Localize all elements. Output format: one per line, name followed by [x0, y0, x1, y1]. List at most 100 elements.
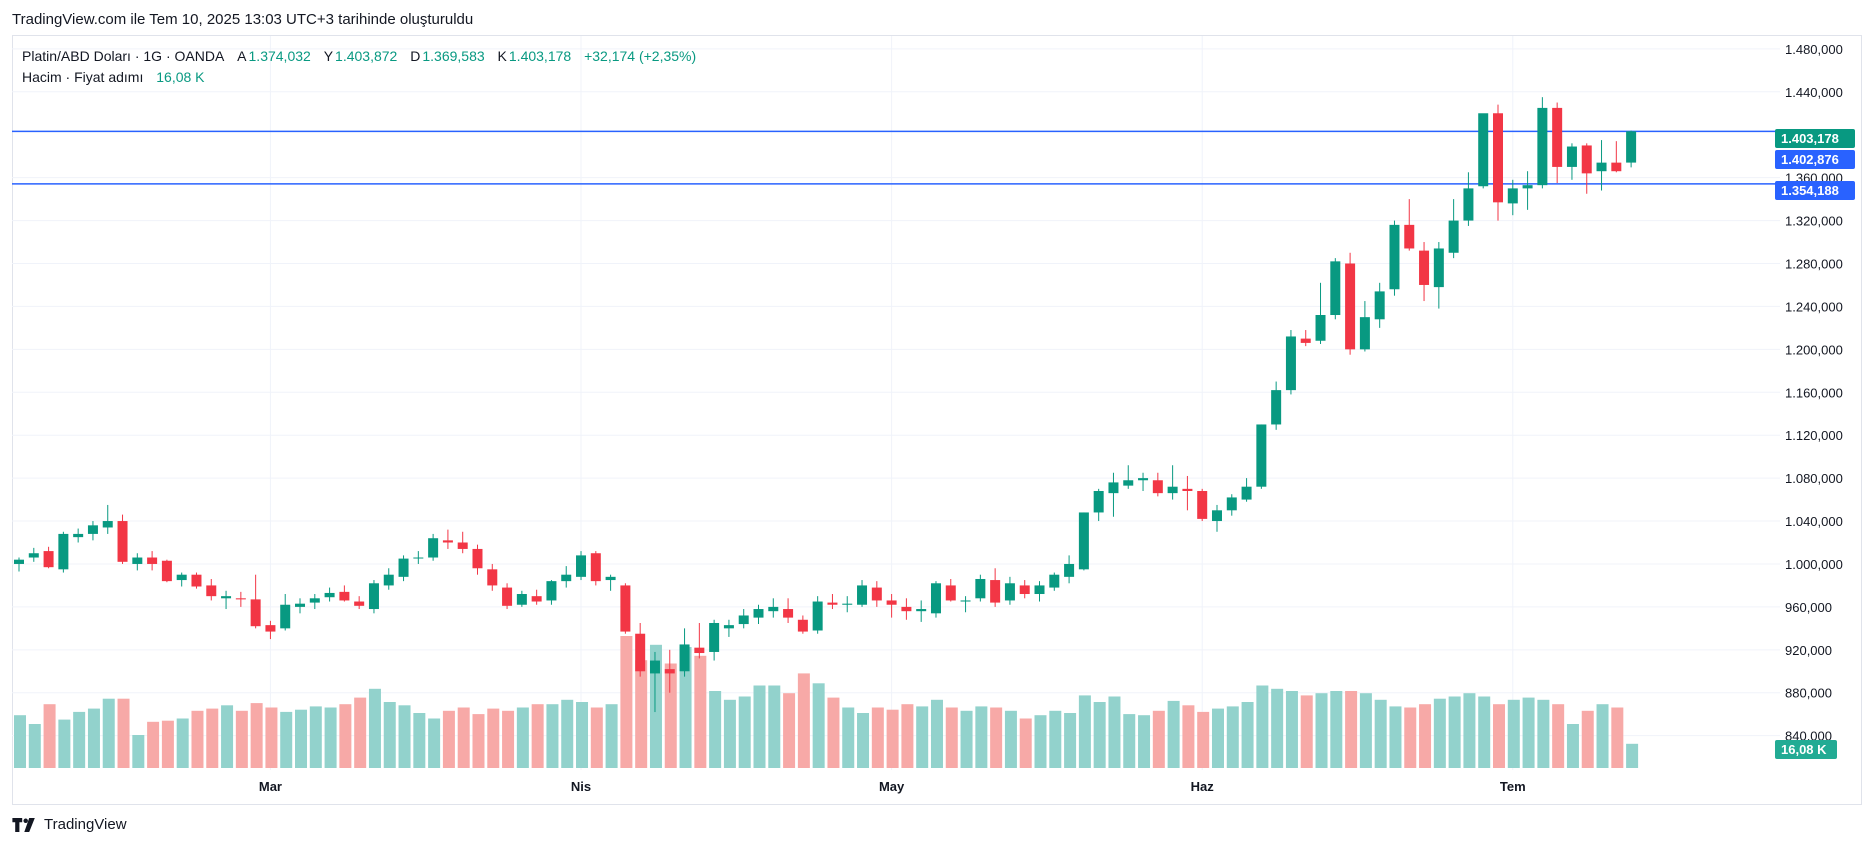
volume-bar — [442, 710, 455, 768]
candle-body — [221, 596, 232, 599]
candle-body — [783, 609, 794, 618]
candle-body — [295, 603, 306, 607]
volume-bar — [147, 721, 160, 768]
candle-body — [132, 557, 143, 564]
chart-caption: TradingView.com ile Tem 10, 2025 13:03 U… — [12, 11, 474, 28]
candle-body — [14, 559, 24, 564]
volume-bar — [768, 685, 781, 768]
volume-bar — [398, 705, 411, 768]
candle-body — [73, 533, 84, 538]
volume-bar — [1078, 695, 1091, 768]
price-badge — [1775, 150, 1855, 169]
volume-bar — [901, 704, 914, 768]
volume-bar — [73, 711, 86, 768]
candle-body — [442, 540, 453, 543]
candle-body — [1226, 497, 1237, 511]
candle-body — [457, 542, 468, 549]
candle-body — [428, 538, 439, 558]
volume-bar — [1152, 710, 1165, 768]
candle-body — [1493, 113, 1503, 203]
candle-body — [472, 548, 483, 569]
volume-bar — [649, 644, 662, 768]
price-badge-label: 1.354,188 — [1781, 183, 1839, 198]
volume-bar — [1611, 707, 1624, 768]
candle-body — [383, 574, 394, 586]
price-badge — [1775, 129, 1855, 148]
volume-bar — [783, 693, 796, 768]
volume-bar — [1374, 699, 1387, 768]
volume-bar — [812, 683, 825, 768]
volume-bar — [1034, 715, 1047, 768]
y-tick-label: 880,000 — [1785, 686, 1832, 701]
candle-body — [723, 625, 734, 629]
volume-bar — [1478, 696, 1491, 768]
candle-body — [1433, 248, 1444, 288]
volume-label[interactable]: Hacim · Fiyat adımı — [22, 69, 144, 85]
y-tick-label: 840,000 — [1785, 729, 1832, 744]
candle-body — [161, 560, 172, 582]
candle-body — [605, 576, 616, 581]
candle-body — [117, 521, 128, 562]
candle-body — [1093, 490, 1104, 513]
candle-body — [1182, 488, 1193, 491]
candle-body — [679, 644, 690, 672]
candle-body — [1389, 224, 1400, 290]
candle-body — [413, 557, 424, 559]
candle-body — [1566, 146, 1577, 167]
candle-body — [516, 594, 527, 605]
volume-bar — [857, 713, 870, 768]
volume-bar — [827, 697, 840, 768]
volume-bar — [280, 711, 293, 768]
candle-body — [886, 600, 897, 605]
candle-body — [309, 598, 320, 603]
y-tick-label: 960,000 — [1785, 600, 1832, 615]
volume-bar — [1330, 691, 1343, 768]
volume-bar — [472, 714, 485, 768]
chart-legend: Platin/ABD Doları · 1G · OANDA A 1.374,03… — [22, 46, 698, 88]
high-value: 1.403,872 — [335, 48, 398, 64]
volume-bar — [576, 702, 589, 768]
volume-bar — [1211, 708, 1224, 768]
candle-body — [1596, 162, 1607, 172]
y-tick-label: 920,000 — [1785, 643, 1832, 658]
volume-bar — [295, 709, 308, 768]
open-label: A — [237, 48, 247, 64]
symbol-label[interactable]: Platin/ABD Doları · 1G · OANDA — [22, 48, 225, 64]
volume-bar — [1285, 691, 1298, 768]
volume-bar — [546, 704, 559, 768]
volume-bar — [1241, 702, 1254, 768]
volume-bar — [753, 685, 766, 768]
candle-body — [620, 585, 631, 632]
volume-bar — [1226, 706, 1239, 768]
volume-bar — [738, 696, 751, 768]
volume-bar — [161, 720, 174, 768]
volume-bar — [309, 706, 322, 768]
candle-body — [1626, 131, 1637, 163]
volume-bar — [1167, 700, 1180, 768]
volume-bar — [58, 719, 71, 768]
candle-body — [265, 625, 276, 632]
candle-body — [176, 574, 187, 581]
volume-bar — [516, 707, 529, 768]
candle-body — [206, 585, 217, 597]
volume-bar — [1552, 704, 1565, 768]
volume-bar — [561, 699, 574, 768]
candle-body — [368, 583, 379, 610]
candle-body — [1049, 574, 1060, 588]
volume-bar — [694, 655, 707, 768]
candle-body — [1581, 145, 1592, 174]
candle-body — [1108, 482, 1119, 494]
candle-body — [1285, 336, 1296, 391]
y-tick-label: 1.200,000 — [1785, 342, 1843, 357]
volume-bar — [1049, 710, 1062, 768]
volume-bar — [664, 663, 677, 768]
x-tick-label: Haz — [1191, 779, 1215, 794]
volume-bar — [1566, 724, 1579, 768]
candle-body — [709, 622, 720, 652]
y-tick-label: 1.120,000 — [1785, 428, 1843, 443]
x-tick-label: May — [879, 779, 905, 794]
volume-bar — [87, 708, 100, 768]
volume-bar — [502, 710, 515, 768]
volume-bar — [1389, 706, 1402, 768]
